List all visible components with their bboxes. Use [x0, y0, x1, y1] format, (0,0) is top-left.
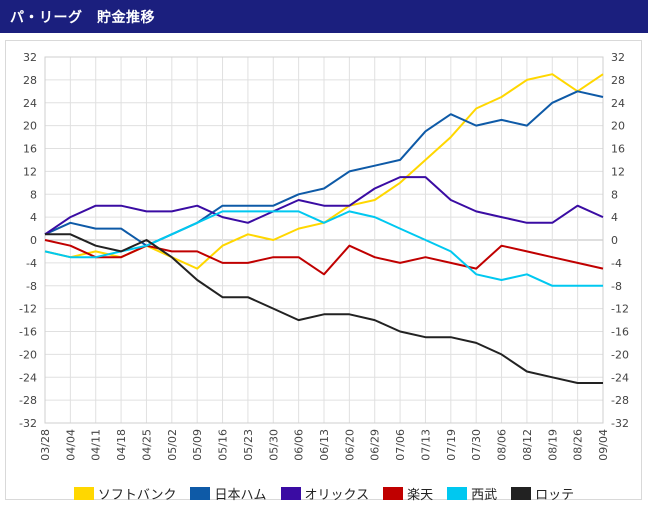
- x-tick-label: 07/19: [445, 429, 458, 461]
- x-tick-label: 03/28: [39, 429, 52, 461]
- x-tick-label: 07/06: [394, 429, 407, 461]
- y-tick-label-right: 32: [611, 51, 625, 64]
- y-tick-label-left: 16: [23, 143, 37, 156]
- y-tick-label-left: -12: [19, 303, 37, 316]
- series-line-4: [44, 210, 603, 287]
- x-tick-label: 04/04: [64, 429, 77, 461]
- x-tick-label: 08/06: [496, 429, 509, 461]
- legend-item-5[interactable]: ロッテ: [511, 484, 574, 503]
- y-tick-label-right: -32: [611, 417, 629, 430]
- x-tick-label: 06/29: [369, 429, 382, 461]
- x-tick-label: 06/13: [318, 429, 331, 461]
- legend-label: 日本ハム: [214, 487, 267, 503]
- y-tick-label-right: 8: [611, 188, 618, 201]
- x-tick-label: 05/23: [242, 429, 255, 461]
- y-tick-label-right: 0: [611, 234, 618, 247]
- x-tick-label: 05/02: [166, 429, 179, 461]
- y-tick-label-left: -28: [19, 394, 37, 407]
- y-tick-label-left: 32: [23, 51, 37, 64]
- legend-item-2[interactable]: オリックス: [280, 484, 370, 503]
- y-tick-label-left: -8: [26, 280, 37, 293]
- chart-legend: ソフトバンク 日本ハム オリックス 楽天 西武 ロッテ: [0, 484, 648, 503]
- legend-label: 楽天: [407, 487, 434, 503]
- y-tick-label-left: -24: [19, 371, 37, 384]
- y-tick-label-right: -8: [611, 280, 622, 293]
- legend-swatch: [447, 486, 468, 500]
- legend-item-1[interactable]: 日本ハム: [190, 484, 267, 503]
- y-tick-label-right: -16: [611, 326, 629, 339]
- x-tick-label: 04/25: [140, 429, 153, 461]
- y-tick-label-right: -28: [611, 394, 629, 407]
- y-tick-label-left: 4: [30, 211, 37, 224]
- x-tick-label: 07/13: [419, 429, 432, 461]
- y-tick-label-left: 0: [30, 234, 37, 247]
- y-tick-label-left: -20: [19, 348, 37, 361]
- y-tick-label-right: -24: [611, 371, 629, 384]
- legend-label: 西武: [471, 487, 498, 503]
- chart-title: パ・リーグ 貯金推移: [10, 10, 155, 26]
- legend-swatch: [383, 486, 404, 500]
- x-tick-label: 04/18: [115, 429, 128, 461]
- x-tick-label: 05/16: [217, 429, 230, 461]
- legend-item-4[interactable]: 西武: [447, 484, 497, 503]
- x-tick-label: 05/30: [267, 429, 280, 461]
- series-line-3: [44, 239, 604, 276]
- x-tick-label: 06/20: [343, 429, 356, 461]
- y-tick-label-right: 4: [611, 211, 618, 224]
- x-tick-label: 07/30: [470, 429, 483, 461]
- y-tick-label-left: -16: [19, 326, 37, 339]
- y-tick-label-left: 8: [30, 188, 37, 201]
- y-tick-label-right: -4: [611, 257, 622, 270]
- y-tick-label-right: 20: [611, 120, 625, 133]
- x-tick-label: 08/26: [572, 429, 585, 461]
- y-tick-label-right: 24: [611, 97, 625, 110]
- y-tick-label-right: -20: [611, 348, 629, 361]
- y-tick-label-left: -32: [19, 417, 37, 430]
- legend-swatch: [73, 486, 94, 500]
- legend-swatch: [190, 486, 211, 500]
- y-tick-label-right: 28: [611, 74, 625, 87]
- chart-title-bar: パ・リーグ 貯金推移: [0, 0, 648, 33]
- legend-swatch: [511, 486, 532, 500]
- legend-label: オリックス: [304, 487, 370, 503]
- x-tick-label: 06/06: [293, 429, 306, 461]
- y-tick-label-right: 12: [611, 165, 625, 178]
- series-line-2: [44, 176, 604, 236]
- x-tick-label: 08/19: [546, 429, 559, 461]
- x-tick-label: 09/04: [597, 429, 610, 461]
- legend-swatch: [280, 486, 301, 500]
- x-tick-label: 04/11: [90, 429, 103, 461]
- y-tick-label-left: 24: [23, 97, 37, 110]
- x-tick-label: 08/12: [521, 429, 534, 461]
- legend-item-3[interactable]: 楽天: [383, 484, 433, 503]
- y-tick-label-left: 12: [23, 165, 37, 178]
- legend-label: ソフトバンク: [97, 487, 177, 503]
- series-line-1: [44, 90, 604, 247]
- legend-item-0[interactable]: ソフトバンク: [73, 484, 177, 503]
- y-tick-label-left: -4: [26, 257, 37, 270]
- y-tick-label-right: 16: [611, 143, 625, 156]
- legend-label: ロッテ: [535, 487, 575, 503]
- series-line-5: [45, 233, 603, 384]
- y-tick-label-left: 20: [23, 120, 37, 133]
- x-tick-label: 05/09: [191, 429, 204, 461]
- y-tick-label-right: -12: [611, 303, 629, 316]
- y-tick-label-left: 28: [23, 74, 37, 87]
